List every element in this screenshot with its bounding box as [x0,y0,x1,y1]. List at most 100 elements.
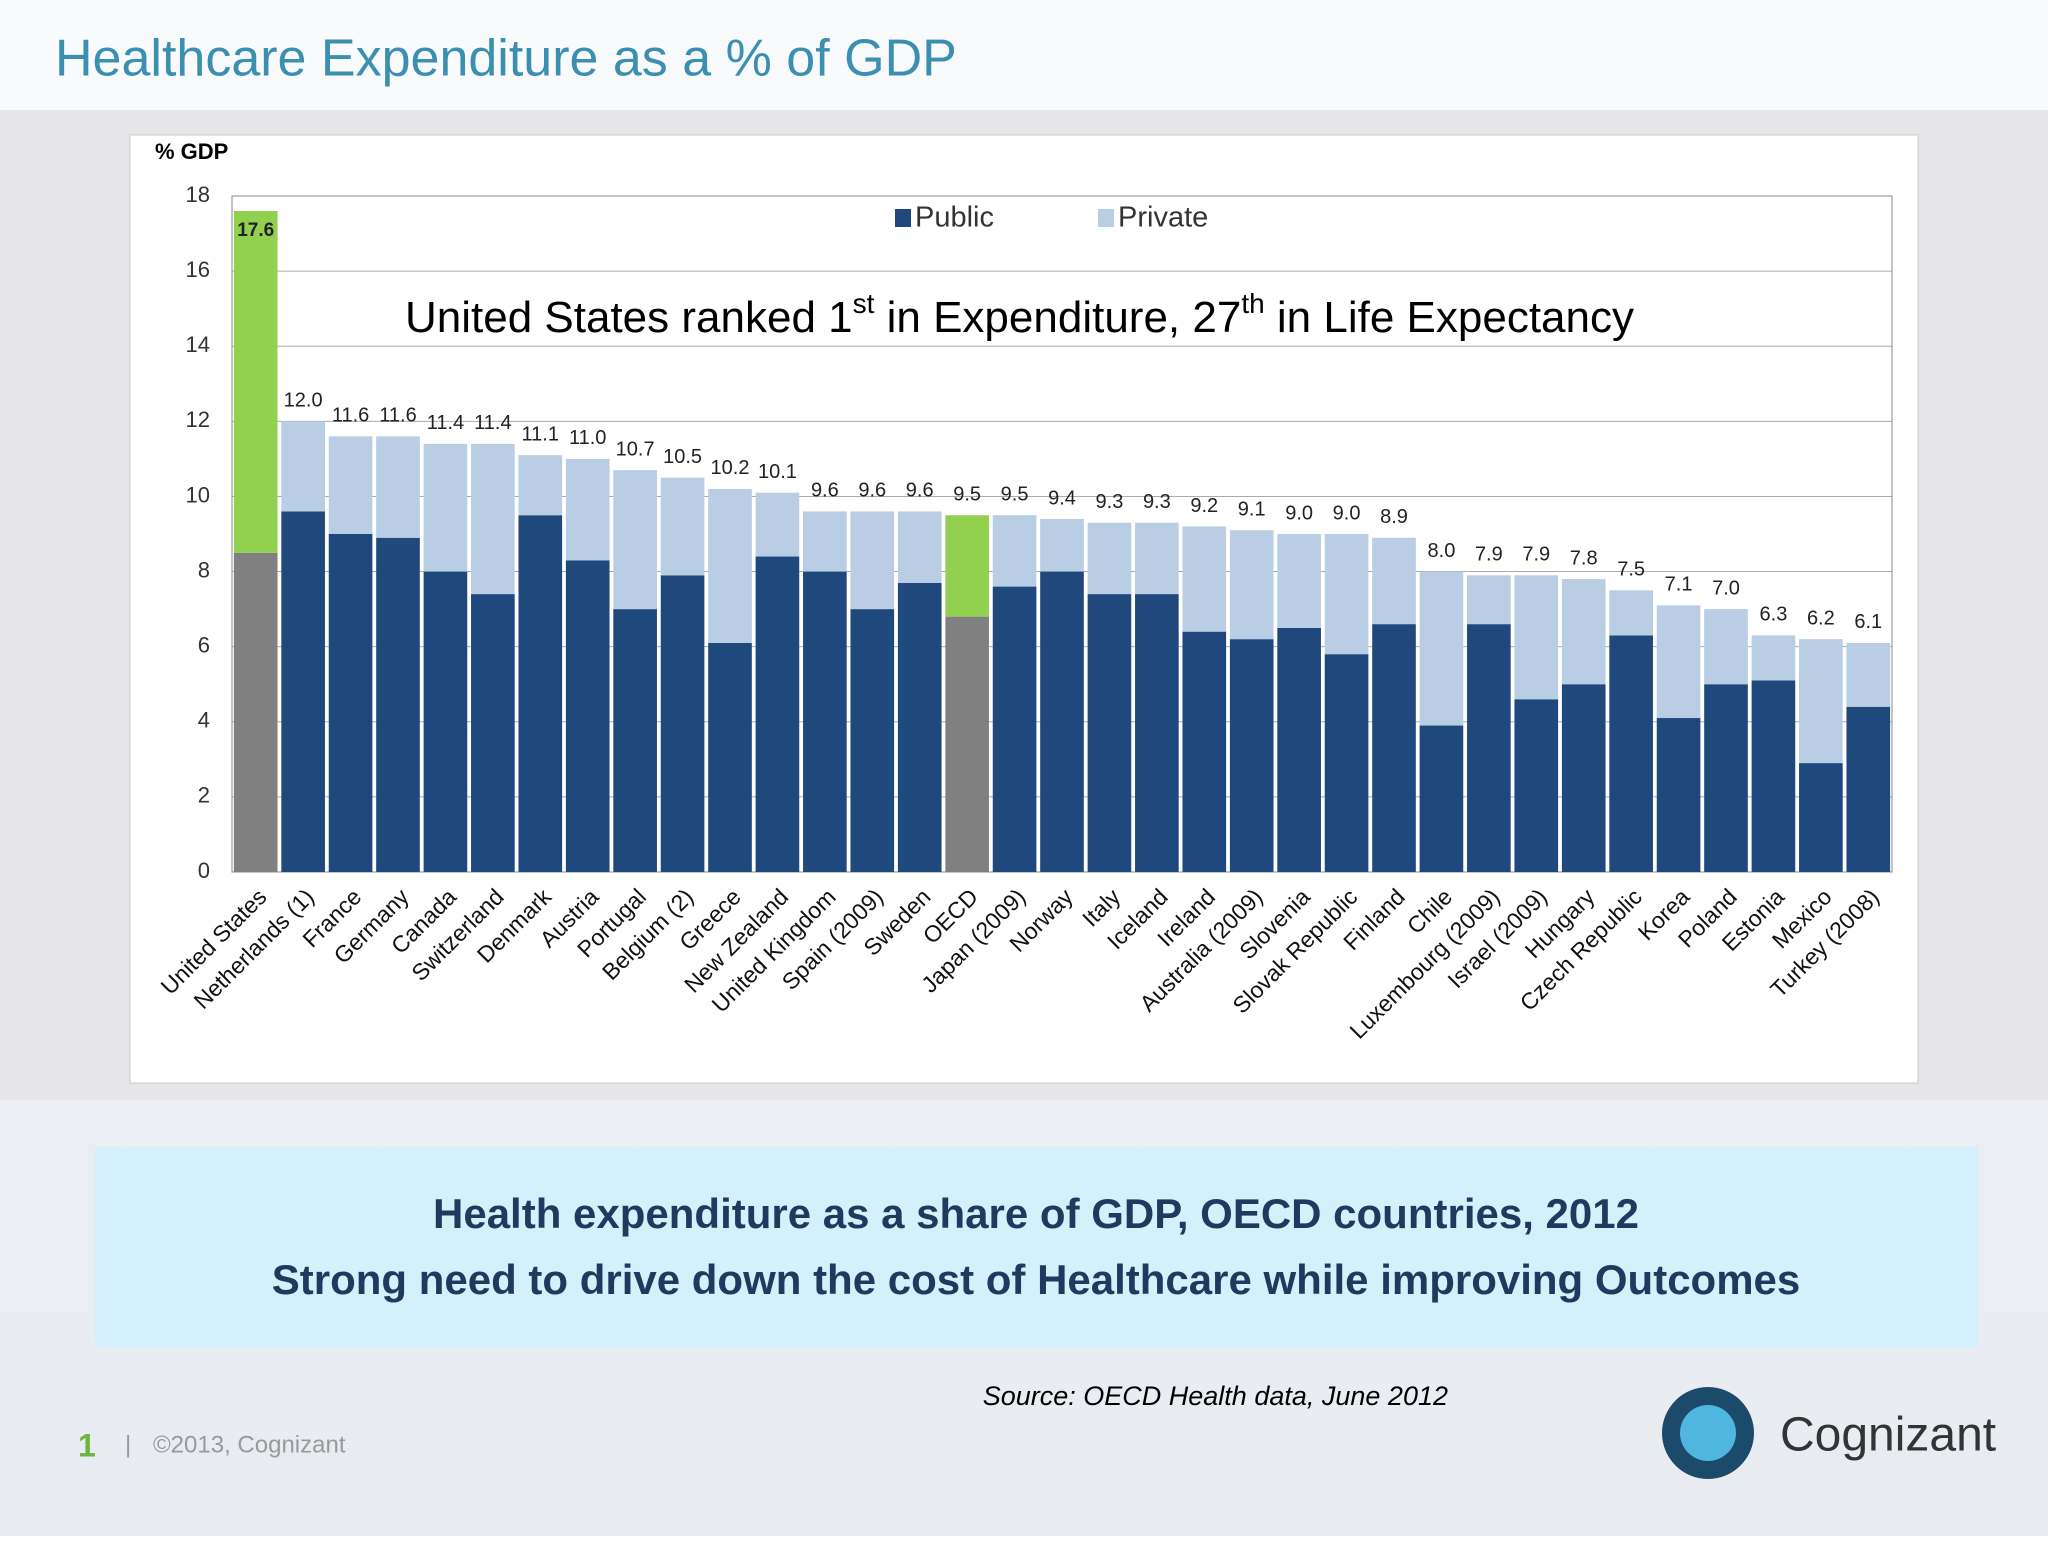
total-label: 7.5 [1617,559,1645,581]
total-label: 9.6 [811,480,839,502]
bar-segment [708,488,752,643]
annotation: United States ranked 1st in Expenditure,… [405,288,1634,341]
total-label: 9.6 [858,480,886,502]
bar-segment [471,594,515,872]
bar-segment [897,511,942,583]
caption-line: Strong need to drive down the cost of He… [272,1256,1801,1303]
y-tick-label: 8 [198,557,210,582]
total-label: 9.0 [1333,502,1361,524]
total-label: 8.9 [1380,506,1408,528]
bar-segment [1040,518,1084,572]
bar-segment [1799,763,1843,872]
annotation-superscript: st [853,288,875,319]
bar-segment [565,458,610,561]
total-label: 9.3 [1096,491,1124,513]
total-label: 9.4 [1048,487,1076,509]
logo-mark-inner [1680,1405,1736,1461]
bar-segment [1656,718,1701,872]
bar-segment [755,492,800,557]
bar-segment [1372,624,1416,872]
bar-segment [1419,725,1464,872]
total-label: 7.1 [1665,574,1693,596]
bar-segment [660,575,705,872]
annotation-part: United States ranked 1 [405,293,853,342]
legend-swatch [895,209,911,227]
y-tick-label: 18 [186,182,210,207]
bar-segment [1229,639,1274,872]
y-tick-label: 12 [186,407,210,432]
bar-segment [1135,522,1179,595]
source: Source: OECD Health data, June 2012 [983,1381,1448,1411]
bar-segment [945,515,989,617]
bar-segment [803,511,847,572]
logo-text: Cognizant [1780,1409,1996,1462]
legend-label: Public [915,202,994,234]
total-label: 11.6 [332,405,369,427]
total-label: 11.4 [474,412,511,434]
bar-segment [1704,609,1748,685]
bar-segment [423,443,468,572]
bar-segment [897,582,942,872]
y-tick-label: 0 [198,858,210,883]
bar-segment [1846,706,1891,872]
copyright: ©2013, Cognizant [153,1431,346,1458]
bar-segment [850,609,895,872]
bar-segment [1609,635,1653,872]
bar-segment [518,515,563,872]
bar-segment [1040,571,1084,872]
bar-segment [803,571,847,872]
total-label: 10.7 [616,438,655,460]
y-tick-label: 14 [186,332,210,357]
bar-segment [613,609,657,872]
bar-segment [1656,605,1701,719]
bar-segment [328,436,373,534]
total-label: 10.2 [711,457,750,479]
total-label: 11.0 [569,427,606,449]
bar-segment [850,511,895,610]
bar-segment [376,537,420,872]
total-label: 17.6 [237,220,274,241]
bar-segment [281,511,325,872]
bar-segment [565,560,610,872]
y-axis-label: % GDP [155,139,228,164]
bar-segment [1087,522,1132,595]
bar-segment [471,443,515,595]
bar-segment [708,642,752,872]
bar-segment [1751,680,1796,872]
bar-segment [660,477,705,576]
bar-segment [1419,571,1464,726]
total-label: 11.4 [427,412,464,434]
bar-segment [1704,684,1748,872]
total-label: 7.9 [1522,544,1550,566]
bar-segment [376,436,420,538]
bar-segment [1372,537,1416,625]
bar-segment [1324,654,1369,872]
bar-segment [1514,575,1559,700]
legend-label: Private [1118,202,1208,234]
bar-segment [1609,590,1653,636]
y-tick-label: 16 [186,257,210,282]
separator: | [125,1431,131,1458]
bar-segment [945,616,989,872]
bar-segment [1277,627,1321,872]
bar-segment [1087,594,1132,872]
bar-segment [423,571,468,872]
y-tick-label: 10 [186,482,210,507]
annotation-part: in Expenditure, 27 [874,293,1241,342]
total-label: 12.0 [284,390,323,412]
total-label: 7.8 [1570,547,1598,569]
bar-segment [992,586,1037,872]
total-label: 6.2 [1807,607,1835,629]
bar-segment [328,534,373,872]
total-label: 10.1 [758,461,797,483]
caption-box [95,1147,1978,1348]
annotation-superscript: th [1241,288,1264,319]
title-band [0,0,2048,110]
bar-segment [1799,639,1843,764]
bar-segment [1751,635,1796,681]
bar-segment [233,552,278,872]
total-label: 9.5 [1001,484,1029,506]
total-label: 11.6 [379,405,416,427]
total-label: 9.0 [1285,502,1313,524]
